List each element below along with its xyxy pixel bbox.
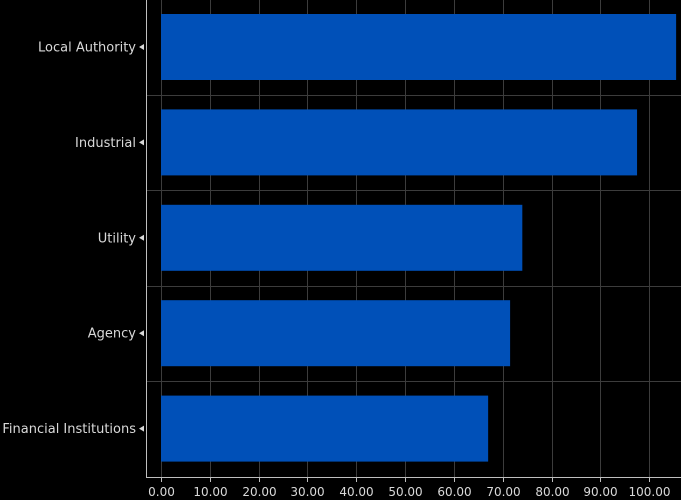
category-tick-marker: [139, 234, 144, 241]
category-tick-marker: [139, 425, 144, 432]
x-tick-labels: 0.00 10.00 20.00 30.00 40.00 50.00 60.00 70.00 8…: [148, 485, 670, 499]
x-tick-label: 50.00: [388, 485, 422, 499]
category-tick-marker: [139, 330, 144, 337]
x-tick-label: 30.00: [290, 485, 324, 499]
bars-group: [161, 14, 677, 462]
category-label: Industrial: [75, 136, 136, 151]
category-label: Local Authority: [38, 41, 136, 56]
bar: [161, 109, 638, 176]
x-tick-label: 20.00: [242, 485, 276, 499]
x-tick-label: 80.00: [535, 485, 569, 499]
x-tick-label: 60.00: [437, 485, 471, 499]
x-tick-label: 90.00: [583, 485, 617, 499]
category-label: Financial Institutions: [2, 422, 136, 437]
bar: [161, 300, 511, 367]
category-tick-marker: [139, 44, 144, 50]
x-tick-label: 70.00: [486, 485, 520, 499]
x-tick-label: 10.00: [193, 485, 227, 499]
x-tick-label: 100.00: [629, 485, 671, 499]
axes-group: [139, 0, 681, 482]
bar: [161, 14, 677, 80]
bar: [161, 395, 489, 462]
category-label: Utility: [98, 231, 137, 246]
x-tick-label: 0.00: [148, 485, 175, 499]
bar: [161, 204, 523, 271]
x-tick-label: 40.00: [339, 485, 373, 499]
category-label: Agency: [88, 327, 137, 342]
category-labels: Local Authority Industrial Utility Agency Fi…: [2, 41, 136, 438]
category-tick-marker: [139, 139, 144, 146]
